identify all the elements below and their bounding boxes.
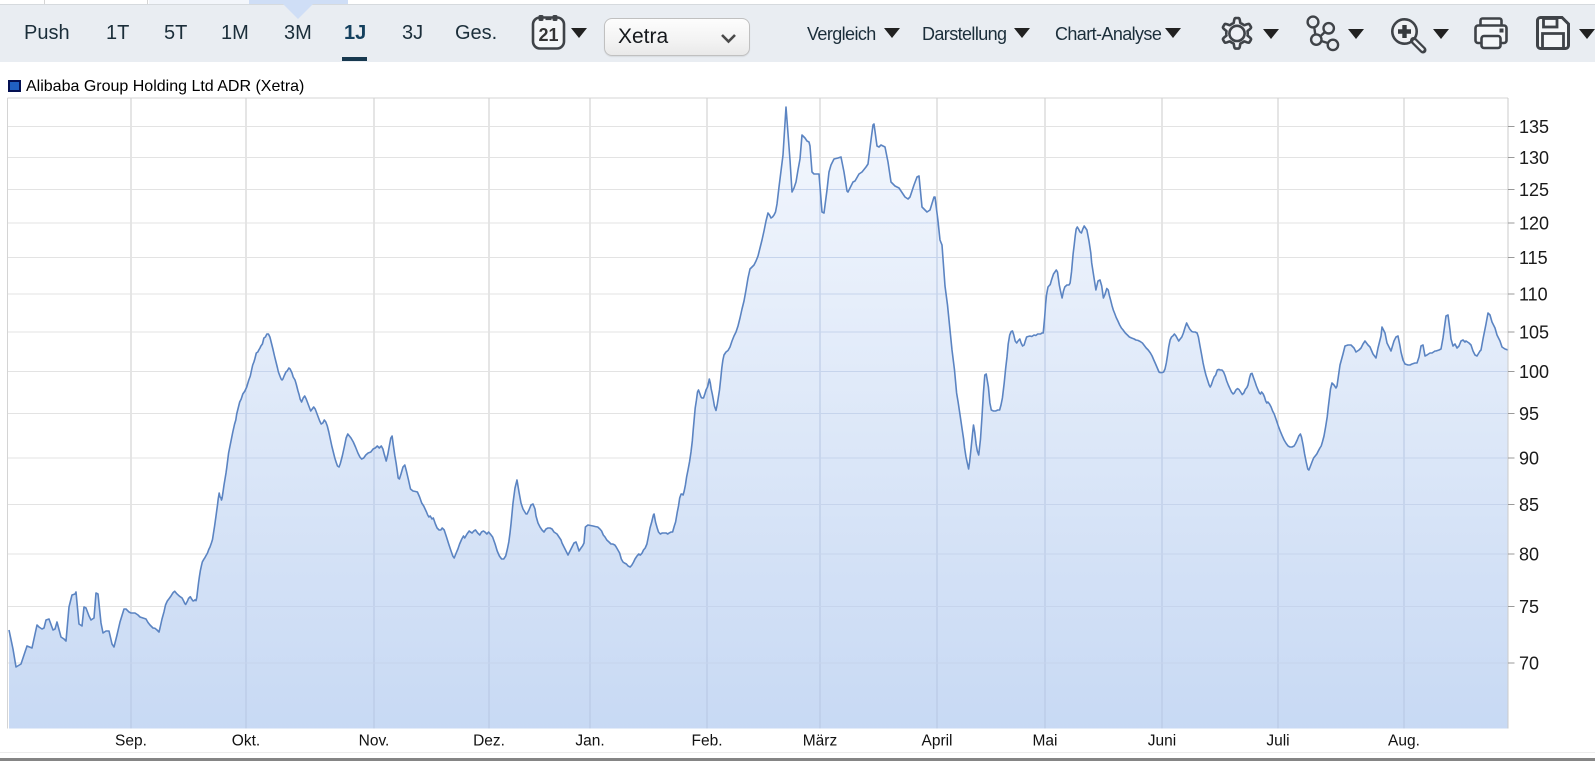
svg-text:130: 130: [1519, 148, 1549, 168]
svg-text:125: 125: [1519, 180, 1549, 200]
svg-text:April: April: [921, 733, 952, 750]
svg-text:Sep.: Sep.: [115, 733, 147, 750]
svg-text:Dez.: Dez.: [473, 733, 505, 750]
svg-text:100: 100: [1519, 362, 1549, 382]
svg-text:Okt.: Okt.: [232, 733, 260, 750]
svg-text:95: 95: [1519, 404, 1539, 424]
svg-text:80: 80: [1519, 544, 1539, 564]
svg-text:135: 135: [1519, 117, 1549, 137]
svg-text:Juni: Juni: [1148, 733, 1176, 750]
svg-text:115: 115: [1519, 248, 1548, 268]
svg-text:21: 21: [538, 25, 558, 45]
svg-text:Mai: Mai: [1033, 733, 1058, 750]
svg-text:85: 85: [1519, 495, 1539, 515]
svg-text:Aug.: Aug.: [1388, 733, 1420, 750]
svg-text:Feb.: Feb.: [691, 733, 722, 750]
svg-text:70: 70: [1519, 654, 1539, 674]
svg-text:Nov.: Nov.: [359, 733, 390, 750]
svg-text:105: 105: [1519, 322, 1549, 342]
svg-text:März: März: [803, 733, 837, 750]
svg-text:Jan.: Jan.: [575, 733, 604, 750]
svg-text:110: 110: [1519, 284, 1548, 304]
svg-text:75: 75: [1519, 597, 1539, 617]
svg-text:Juli: Juli: [1266, 733, 1289, 750]
svg-text:120: 120: [1519, 213, 1549, 233]
svg-text:90: 90: [1519, 448, 1539, 468]
